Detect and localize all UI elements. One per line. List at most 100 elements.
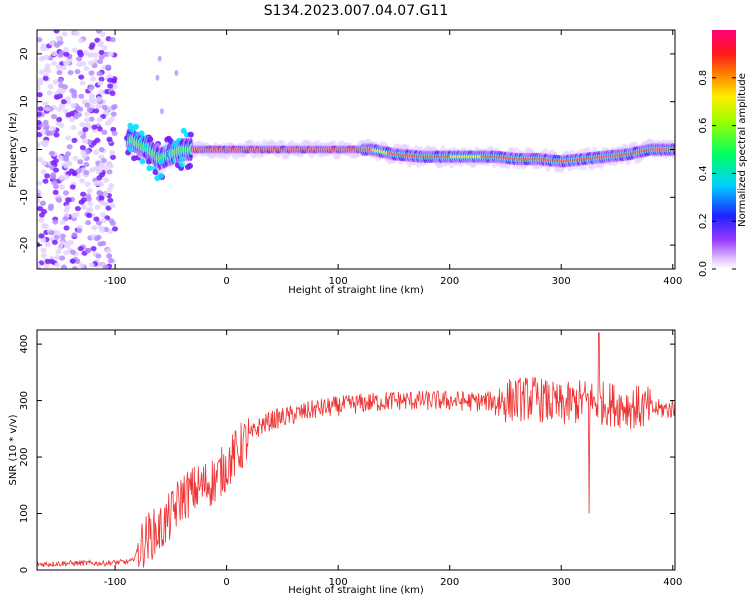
spectrogram-cell — [65, 151, 72, 157]
spectrogram-cell — [52, 79, 59, 85]
colorbar: 0.0 0.2 0.4 0.6 0.8 Normalized spectral ampl… — [698, 30, 748, 277]
spectrogram-cell — [77, 106, 84, 112]
spectrogram-cell — [54, 230, 61, 236]
spectrogram-cell — [71, 93, 78, 99]
spectrogram-cell — [98, 146, 105, 153]
spectrogram-cell — [65, 135, 72, 141]
spectrogram-cell — [82, 138, 89, 144]
colorbar-gradient — [712, 30, 736, 269]
spectrogram-cell — [92, 149, 99, 155]
spectrogram-cell — [52, 219, 59, 225]
spectrogram-cell — [98, 89, 105, 95]
spectrogram-cell — [110, 111, 117, 117]
spectrogram-cell — [91, 124, 98, 130]
spectrogram-x-tick-label: 300 — [552, 276, 571, 287]
spectrogram-cell — [91, 225, 98, 231]
spectrogram-cell — [139, 158, 146, 165]
spectrogram-cell — [110, 126, 117, 133]
spectrogram-cell — [93, 180, 100, 186]
spectrogram-cell — [80, 191, 87, 197]
spectrogram-cell — [44, 258, 51, 265]
spectrogram-cell — [84, 181, 91, 187]
spectrogram-cell — [72, 155, 79, 161]
spectrogram-cell — [54, 94, 61, 100]
spectrogram-cell — [83, 117, 90, 123]
spectrogram-cell — [86, 212, 93, 218]
spectrogram-cell — [186, 162, 193, 169]
spectrogram-cell — [100, 212, 107, 218]
spectrogram-cell — [63, 225, 70, 231]
spectrogram-cell — [47, 84, 54, 90]
spectrogram-cell — [43, 54, 50, 60]
spectrogram-cell — [62, 60, 69, 66]
spectrogram-cell — [58, 50, 65, 56]
spectrogram-cell — [56, 69, 63, 76]
spectrogram-cell — [98, 54, 105, 60]
snr-x-tick-label: 200 — [440, 577, 459, 588]
spectrogram-cell — [70, 103, 77, 109]
colorbar-label: Normalized spectral amplitude — [737, 73, 748, 227]
colorbar-tick-label: 0.0 — [698, 261, 709, 277]
spectrogram-cell — [147, 136, 154, 143]
spectrogram-cell — [71, 212, 78, 219]
spectrogram-cell — [101, 45, 108, 51]
spectrogram-cell — [107, 197, 114, 203]
spectrogram-cell — [83, 169, 90, 176]
spectrogram-cell — [111, 130, 118, 137]
spectrogram-cell — [78, 74, 85, 80]
spectrogram-y-tick-label: 20 — [19, 48, 30, 61]
spectrogram-cell — [74, 205, 81, 212]
spectrogram-cell — [63, 250, 70, 256]
spectrogram-cell — [86, 188, 93, 194]
snr-y-ticks: 0 100 200 300 400 — [19, 335, 675, 573]
spectrogram-cell — [42, 100, 49, 107]
spectrogram-cell — [37, 192, 41, 198]
spectrogram-cell — [101, 104, 108, 110]
spectrogram-cell — [106, 187, 113, 193]
spectrogram-cell — [37, 180, 43, 186]
spectrogram-cell — [40, 129, 47, 135]
spectrogram-cell — [106, 169, 113, 175]
spectrogram-cell — [82, 126, 89, 133]
spectrogram-cell — [105, 64, 112, 70]
spectrogram-cell — [69, 88, 76, 94]
spectrogram-x-tick-label: 200 — [440, 276, 459, 287]
snr-x-tick-label: -100 — [104, 577, 127, 588]
spectrogram-cell — [73, 30, 80, 36]
spectrogram-cell — [98, 49, 105, 56]
spectrogram-cell — [53, 132, 60, 138]
spectrogram-cell — [62, 156, 69, 162]
spectrogram-cell — [167, 138, 174, 145]
spectrogram-cell — [93, 108, 100, 114]
spectrogram-cell — [87, 52, 94, 58]
spectrogram-heatmap — [37, 30, 675, 269]
spectrogram-cell — [89, 42, 96, 48]
spectrogram-cell — [100, 240, 107, 246]
spectrogram-cell — [157, 55, 162, 62]
spectrogram-cell — [107, 257, 114, 264]
snr-y-tick-label: 300 — [19, 391, 30, 410]
spectrogram-cell — [93, 235, 100, 242]
spectrogram-cell — [51, 180, 58, 186]
spectrogram-cell — [107, 77, 114, 83]
spectrogram-cell — [146, 165, 153, 172]
spectrogram-cell — [95, 103, 102, 109]
spectrogram-cell — [71, 47, 78, 53]
snr-y-tick-label: 100 — [19, 504, 30, 523]
colorbar-ticks: 0.0 0.2 0.4 0.6 0.8 — [698, 70, 736, 277]
spectrogram-cell — [37, 106, 44, 112]
spectrogram-cell — [60, 264, 67, 269]
spectrogram-cell — [79, 80, 86, 86]
spectrogram-cell — [89, 93, 96, 99]
spectrogram-cell — [99, 200, 106, 206]
spectrogram-cell — [68, 117, 75, 123]
spectrogram-cell — [70, 124, 77, 131]
spectrogram-cell — [65, 96, 72, 102]
spectrogram-cell — [80, 204, 87, 210]
spectrogram-cell — [129, 126, 136, 133]
spectrogram-cell — [101, 129, 108, 135]
spectrogram-cell — [106, 253, 113, 259]
spectrogram-cell — [40, 247, 47, 253]
spectrogram-cell — [37, 37, 43, 43]
